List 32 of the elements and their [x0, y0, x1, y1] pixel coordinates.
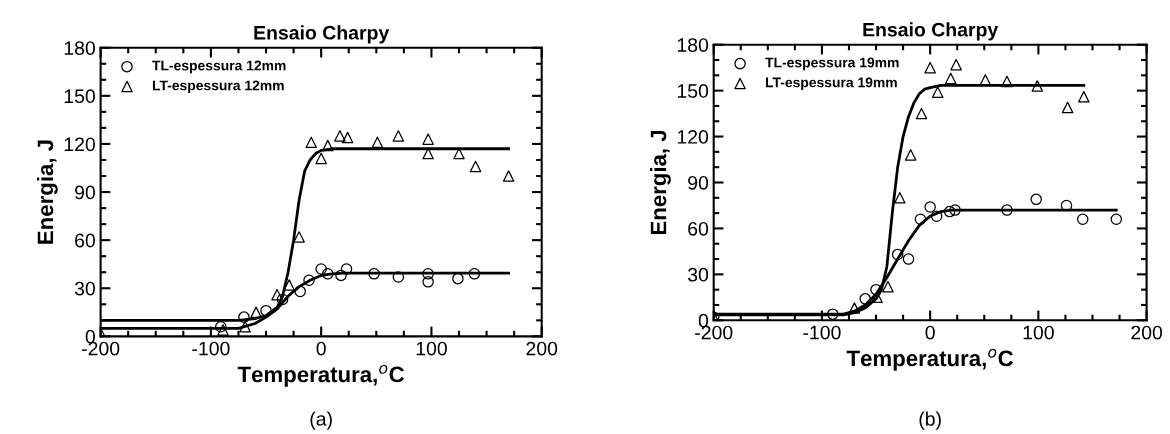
x-tick-label: 100 [1023, 325, 1054, 340]
y-tick-label: 60 [75, 233, 95, 248]
y-tick-label: 150 [677, 84, 709, 98]
x-tick-label: -100 [803, 325, 841, 340]
y-axis-title: Energia, J [36, 140, 58, 244]
legend-label: LT-espessura 12mm [152, 80, 284, 94]
y-tick-label: 180 [677, 38, 709, 52]
x-axis-title: Temperatura,$^{o}$C [237, 364, 405, 387]
chart-title: Ensaio Charpy [863, 22, 999, 41]
y-tick-label: 120 [677, 130, 709, 144]
y-axis-title: Energia, J [650, 130, 671, 235]
y-tick-label: 180 [64, 41, 95, 55]
y-tick-label: 30 [74, 281, 95, 296]
x-tick-label: 200 [1131, 325, 1163, 340]
text: (b) [919, 411, 941, 430]
x-tick-label: -100 [192, 341, 230, 356]
chart-title: Ensaio Charpy [254, 25, 390, 44]
x-tick-label: 100 [416, 341, 447, 356]
text: (a) [310, 411, 332, 430]
x-tick-label: 0 [316, 341, 326, 356]
legend-label: LT-espessura 19mm [766, 77, 897, 91]
x-tick-label: 0 [925, 325, 935, 340]
legend-label: TL-espessura 19mm [765, 57, 899, 71]
x-tick-label: 200 [526, 341, 558, 356]
y-tick-label: 90 [688, 175, 709, 190]
legend-label: TL-espessura 12mm [152, 60, 286, 74]
y-tick-label: 120 [64, 137, 95, 152]
x-axis-title: Temperatura,$^{o}$C [846, 348, 1014, 371]
y-tick-label: 90 [75, 185, 95, 200]
y-tick-label: 150 [64, 89, 95, 104]
y-tick-label: 60 [688, 221, 709, 236]
y-tick-label: 30 [687, 267, 709, 282]
